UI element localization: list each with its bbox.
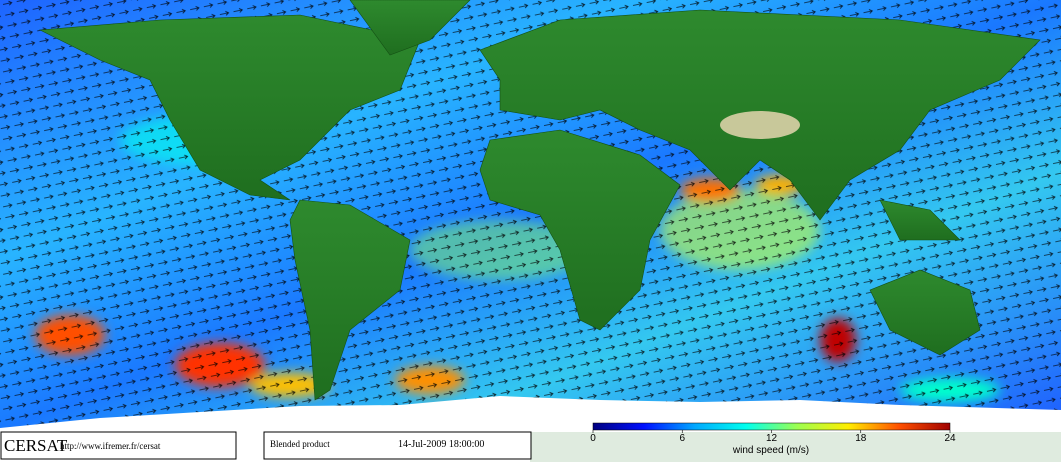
south-america: [289, 199, 411, 401]
africa: [479, 129, 681, 331]
colorbar: [592, 422, 951, 431]
colorbar-tick-label: 6: [679, 433, 685, 444]
australia: [869, 269, 981, 356]
colorbar-tick-label: 18: [855, 433, 867, 444]
logo: CERSAT: [4, 436, 68, 455]
timestamp: 14-Jul-2009 18:00:00: [398, 439, 484, 450]
logo-box: [0, 431, 237, 460]
continents: [38, 0, 1041, 401]
tibet: [720, 111, 800, 139]
colorbar-tick-label: 24: [944, 433, 956, 444]
url: http://www.ifremer.fr/cersat: [60, 441, 161, 451]
colorbar-tick-label: 0: [590, 433, 596, 444]
greenland: [349, 0, 471, 56]
colorbar-tick-label: 12: [766, 433, 778, 444]
colorbar-ticks: 0 6 12 18 24: [590, 430, 956, 444]
indonesia: [879, 199, 961, 241]
colorbar-label: wind speed (m/s): [732, 445, 809, 456]
product: Blended product: [270, 439, 330, 449]
land-strip: [530, 432, 1061, 462]
info-box: [263, 431, 532, 460]
north-america: [38, 14, 421, 201]
